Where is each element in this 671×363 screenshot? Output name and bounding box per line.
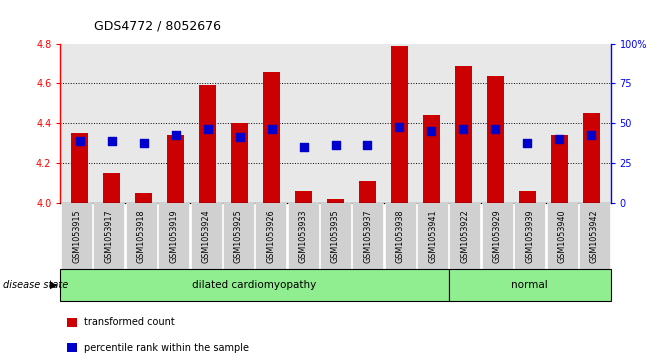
Bar (391, 45, 408, 203)
Bar (423, 115, 440, 203)
Bar (359, 181, 376, 203)
Point (298, 144, 309, 150)
Point (106, 139, 117, 144)
Text: GSM1053939: GSM1053939 (525, 209, 534, 263)
Point (490, 126, 501, 132)
Text: GSM1053940: GSM1053940 (558, 209, 566, 263)
Point (138, 140, 149, 146)
Bar (103, 173, 120, 203)
Point (74, 139, 85, 144)
Bar (70, 134, 89, 203)
Text: GSM1053938: GSM1053938 (396, 209, 405, 263)
Text: GSM1053915: GSM1053915 (72, 209, 81, 263)
Point (330, 142, 341, 148)
Bar (167, 135, 185, 203)
Text: GSM1053933: GSM1053933 (299, 209, 307, 263)
Point (170, 132, 181, 138)
Text: GSM1053922: GSM1053922 (460, 209, 470, 263)
Text: dilated cardiomyopathy: dilated cardiomyopathy (193, 280, 317, 290)
Text: GSM1053929: GSM1053929 (493, 209, 502, 263)
Point (458, 126, 469, 132)
Point (394, 125, 405, 130)
Bar (295, 191, 312, 203)
Point (362, 142, 373, 148)
Text: GDS4772 / 8052676: GDS4772 / 8052676 (94, 20, 221, 33)
Point (426, 129, 437, 134)
Bar (135, 193, 152, 203)
Text: GSM1053919: GSM1053919 (169, 209, 178, 263)
Text: percentile rank within the sample: percentile rank within the sample (84, 343, 249, 352)
Bar (551, 135, 568, 203)
Text: GSM1053918: GSM1053918 (137, 209, 146, 263)
Bar (486, 76, 504, 203)
Bar (199, 85, 216, 203)
Bar (519, 191, 536, 203)
Text: GSM1053942: GSM1053942 (590, 209, 599, 263)
Text: GSM1053926: GSM1053926 (266, 209, 275, 263)
Text: GSM1053924: GSM1053924 (201, 209, 211, 263)
Bar (455, 65, 472, 203)
Text: GSM1053917: GSM1053917 (105, 209, 113, 263)
Text: disease state: disease state (3, 280, 68, 290)
Text: GSM1053941: GSM1053941 (428, 209, 437, 263)
Bar (263, 72, 280, 203)
Point (234, 134, 245, 140)
Bar (327, 199, 344, 203)
Bar (582, 113, 601, 203)
Bar (231, 123, 248, 203)
Text: GSM1053935: GSM1053935 (331, 209, 340, 263)
Point (202, 126, 213, 132)
Text: GSM1053925: GSM1053925 (234, 209, 243, 263)
Point (266, 126, 277, 132)
Point (586, 132, 597, 138)
Text: ▶: ▶ (50, 280, 58, 290)
Text: transformed count: transformed count (84, 317, 174, 327)
Text: normal: normal (511, 280, 548, 290)
Point (554, 136, 565, 142)
Point (522, 140, 533, 146)
Text: GSM1053937: GSM1053937 (364, 209, 372, 263)
